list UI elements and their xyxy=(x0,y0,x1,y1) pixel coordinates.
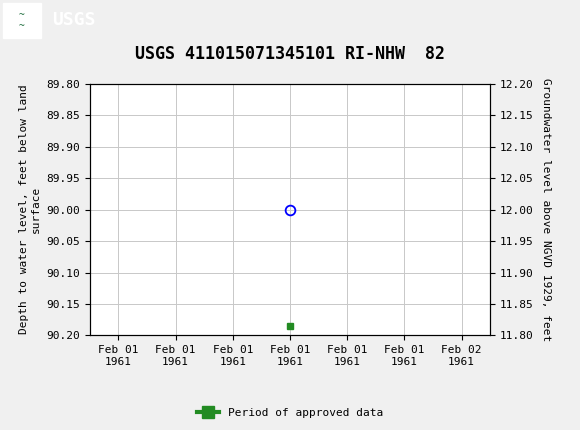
Text: USGS 411015071345101 RI-NHW  82: USGS 411015071345101 RI-NHW 82 xyxy=(135,45,445,63)
Bar xyxy=(3,3,41,37)
Legend: Period of approved data: Period of approved data xyxy=(193,403,387,422)
Text: USGS: USGS xyxy=(52,12,96,29)
Y-axis label: Groundwater level above NGVD 1929, feet: Groundwater level above NGVD 1929, feet xyxy=(541,78,550,341)
Text: ~
~: ~ ~ xyxy=(19,9,25,31)
Y-axis label: Depth to water level, feet below land
surface: Depth to water level, feet below land su… xyxy=(19,85,41,335)
